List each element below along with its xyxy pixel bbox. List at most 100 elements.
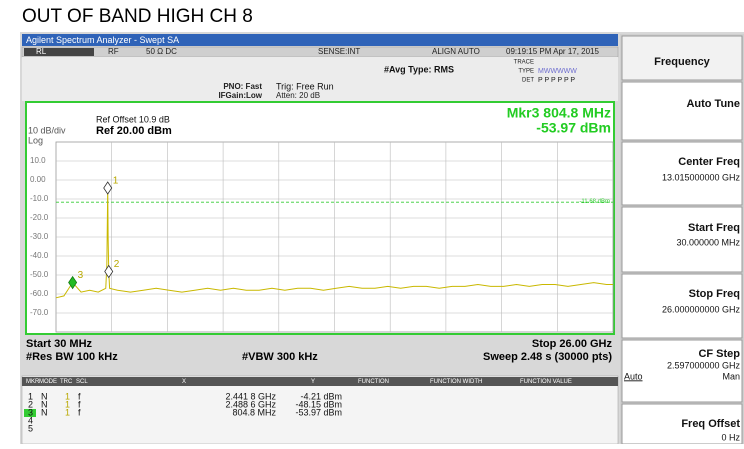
status-impedance: 50 Ω DC	[146, 47, 177, 56]
table-cell: f	[78, 391, 81, 401]
pno: PNO: Fast	[223, 82, 262, 91]
vbw: #VBW 300 kHz	[242, 351, 318, 363]
atten: Atten: 20 dB	[276, 91, 320, 100]
display-line-label: -11.68 dBm	[579, 199, 610, 205]
marker	[68, 275, 78, 290]
softkey-value: 26.000000000 GHz	[662, 304, 741, 314]
softkey-label[interactable]: Center Freq	[678, 156, 740, 168]
softkey-label[interactable]: Stop Freq	[689, 288, 740, 300]
status-box	[24, 48, 94, 56]
softkey-header	[621, 35, 743, 81]
softkey-panel: Frequency Auto Tune Center Freq 13.01500…	[620, 34, 744, 445]
marker-label: 2	[114, 259, 120, 270]
type-label: TYPE	[518, 69, 534, 75]
softkey-label[interactable]: Freq Offset	[681, 418, 740, 430]
table-cell: 2.488 6 GHz	[225, 399, 276, 409]
table-header: TRC	[60, 379, 73, 385]
table-header: FUNCTION	[358, 379, 389, 385]
table-cell: 1	[65, 399, 70, 409]
table-cell: 4	[28, 415, 33, 425]
softkey-label[interactable]: Start Freq	[688, 222, 740, 234]
page-title: OUT OF BAND HIGH CH 8	[22, 6, 253, 27]
table-cell: -48.15 dBm	[295, 399, 342, 409]
trace	[55, 187, 613, 299]
active-marker-highlight	[24, 409, 36, 417]
type-value: MWWWWW	[538, 68, 577, 75]
marker-label: 3	[78, 270, 84, 281]
menu-title: Frequency	[654, 56, 711, 68]
table-cell: N	[41, 407, 48, 417]
window-title: Agilent Spectrum Analyzer - Swept SA	[26, 35, 179, 45]
table-header: MODE	[39, 379, 57, 385]
stop-freq: Stop 26.00 GHz	[532, 338, 613, 350]
softkey-option[interactable]: Man	[722, 371, 740, 381]
table-cell: f	[78, 407, 81, 417]
table-cell: N	[41, 391, 48, 401]
table-cell: 1	[65, 407, 70, 417]
status-rf: RF	[108, 47, 119, 56]
table-cell: 1	[28, 391, 33, 401]
det-value: P P P P P P	[538, 77, 575, 84]
marker-readout-level: -53.97 dBm	[536, 120, 611, 136]
y-tick-label: -10.0	[30, 194, 49, 203]
table-header: Y	[311, 379, 315, 385]
marker-readout-freq: Mkr3 804.8 MHz	[507, 105, 611, 121]
table-header: SCL	[76, 379, 88, 385]
y-tick-label: -40.0	[30, 251, 49, 260]
softkey-value: 13.015000000 GHz	[662, 172, 741, 182]
table-cell: N	[41, 399, 48, 409]
softkey[interactable]	[621, 206, 743, 273]
softkey[interactable]	[621, 403, 743, 445]
status-align: ALIGN AUTO	[432, 47, 480, 56]
table-header: X	[182, 379, 186, 385]
ifgain: IFGain:Low	[218, 91, 262, 100]
trace-label: TRACE	[514, 60, 534, 66]
settings-panel	[22, 57, 618, 101]
table-cell: 2.441 8 GHz	[225, 391, 276, 401]
y-tick-label: -30.0	[30, 232, 49, 241]
softkey[interactable]	[621, 339, 743, 403]
y-tick-label: -70.0	[30, 308, 49, 317]
scale-type: Log	[28, 135, 43, 145]
y-tick-label: 0.00	[30, 175, 46, 184]
avg-type: #Avg Type: RMS	[384, 64, 454, 74]
table-header: FUNCTION VALUE	[520, 379, 572, 385]
softkey-option[interactable]: Auto	[624, 371, 643, 381]
table-cell: 804.8 MHz	[232, 407, 276, 417]
softkey-label[interactable]: CF Step	[698, 348, 740, 360]
table-cell: f	[78, 399, 81, 409]
det-label: DET	[522, 78, 534, 84]
ref-offset: Ref Offset 10.9 dB	[96, 114, 170, 124]
marker	[103, 181, 113, 195]
table-cell: 1	[65, 391, 70, 401]
ref-level: Ref 20.00 dBm	[96, 125, 172, 137]
table-cell: 5	[28, 423, 33, 433]
marker	[104, 264, 114, 279]
softkey[interactable]	[621, 81, 743, 141]
scale: 10 dB/div	[28, 125, 66, 135]
marker-table-cells: MKR MODE TRC SCL X Y FUNCTION FUNCTION WIDTH FUN…	[26, 379, 572, 433]
title-bar	[22, 34, 618, 46]
softkey-value: 0 Hz	[721, 432, 740, 442]
plot: 10.0 0.00 -10.0 -20.0 -30.0 -40.0 -50.0 -60.0 -7…	[30, 141, 614, 333]
table-cell: -53.97 dBm	[295, 407, 342, 417]
y-tick-label: -50.0	[30, 270, 49, 279]
table-header: MKR	[26, 379, 40, 385]
marker-table-header	[22, 377, 618, 386]
marker-label: 1	[113, 176, 119, 187]
status-sense: SENSE:INT	[318, 47, 360, 56]
trig: Trig: Free Run	[276, 81, 334, 91]
softkey[interactable]	[621, 141, 743, 206]
table-cell: 2	[28, 399, 33, 409]
status-rl: RL	[36, 47, 47, 56]
y-tick-label: -20.0	[30, 213, 49, 222]
softkey-value: 2.597000000 GHz	[667, 360, 741, 370]
start-freq: Start 30 MHz	[26, 338, 93, 350]
softkey[interactable]	[621, 273, 743, 339]
sweep: Sweep 2.48 s (30000 pts)	[483, 351, 612, 363]
marker-table	[21, 375, 619, 445]
table-header: FUNCTION WIDTH	[430, 379, 482, 385]
softkey-label[interactable]: Auto Tune	[686, 98, 740, 110]
table-cell: 3	[28, 407, 33, 417]
